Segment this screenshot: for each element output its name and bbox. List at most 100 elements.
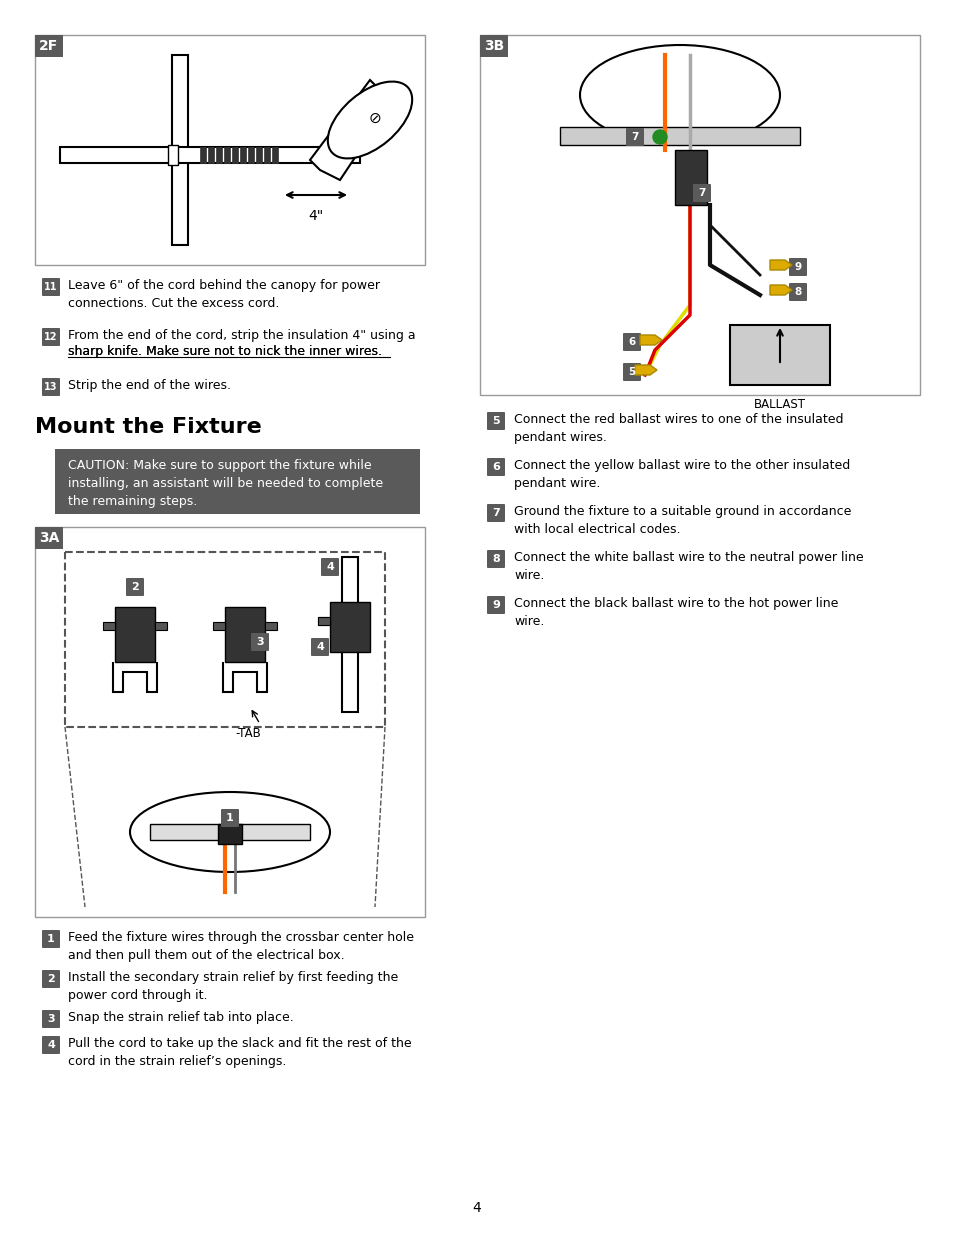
Text: 3A: 3A [39,531,59,545]
Text: -TAB: -TAB [234,727,260,740]
Text: 9: 9 [794,262,801,272]
Bar [224,147,230,163]
Polygon shape [310,80,399,180]
Text: Feed the fixture wires through the crossbar center hole
and then pull them out o: Feed the fixture wires through the cross… [68,931,414,962]
Bar [255,147,262,163]
Text: Connect the white ballast wire to the neutral power line
wire.: Connect the white ballast wire to the ne… [514,551,862,582]
FancyBboxPatch shape [692,184,710,203]
Polygon shape [639,335,661,345]
Text: Ground the fixture to a suitable ground in accordance
with local electrical code: Ground the fixture to a suitable ground … [514,505,850,536]
Text: 5: 5 [492,416,499,426]
Text: Snap the strain relief tab into place.: Snap the strain relief tab into place. [68,1011,294,1024]
Bar [65,552,385,727]
Bar [248,147,253,163]
Bar [168,144,178,165]
Bar [172,56,188,245]
Text: Connect the red ballast wires to one of the insulated
pendant wires.: Connect the red ballast wires to one of … [514,412,842,445]
FancyBboxPatch shape [42,1036,60,1053]
Text: From the end of the cord, strip the insulation 4" using a: From the end of the cord, strip the insu… [68,329,416,342]
Bar [559,127,800,144]
Bar [240,147,246,163]
Bar [479,35,507,57]
Text: 4": 4" [308,209,323,224]
FancyBboxPatch shape [486,550,504,568]
Bar [35,35,424,266]
Polygon shape [635,366,657,375]
Text: 11: 11 [44,282,58,291]
FancyBboxPatch shape [311,638,329,656]
Text: Install the secondary strain relief by first feeding the
power cord through it.: Install the secondary strain relief by f… [68,971,397,1002]
Bar [330,601,370,652]
Text: 3: 3 [47,1014,54,1024]
FancyBboxPatch shape [42,278,60,296]
FancyBboxPatch shape [486,412,504,430]
FancyBboxPatch shape [126,578,144,597]
Bar [232,147,237,163]
Bar [675,149,706,205]
Text: 1: 1 [226,813,233,823]
Bar [60,147,359,163]
Text: CAUTION: Make sure to support the fixture while
installing, an assistant will be: CAUTION: Make sure to support the fixtur… [68,459,383,508]
Text: 4: 4 [472,1200,481,1215]
Text: Mount the Fixture: Mount the Fixture [35,417,261,437]
Text: 4: 4 [47,1040,55,1050]
Text: 7: 7 [492,508,499,517]
Text: 3B: 3B [483,40,503,53]
Bar [265,622,276,630]
Text: 8: 8 [794,287,801,296]
FancyBboxPatch shape [42,969,60,988]
FancyBboxPatch shape [486,504,504,522]
Bar [150,824,310,840]
Polygon shape [769,285,791,295]
Text: 12: 12 [44,332,58,342]
Text: sharp knife. Make sure not to nick the inner wires.: sharp knife. Make sure not to nick the i… [68,345,381,358]
Bar [264,147,270,163]
Text: 8: 8 [492,555,499,564]
Text: ⊘: ⊘ [368,110,381,126]
FancyBboxPatch shape [42,1010,60,1028]
Bar [208,147,213,163]
Text: 1: 1 [47,934,55,944]
Bar [218,824,242,844]
FancyBboxPatch shape [622,363,640,382]
FancyBboxPatch shape [42,378,60,396]
Text: 3: 3 [256,637,264,647]
Text: 7: 7 [631,132,638,142]
Text: 7: 7 [698,188,705,198]
Text: 2: 2 [131,582,139,592]
Bar [341,557,357,713]
Bar [55,450,419,514]
Bar [317,618,330,625]
Text: 6: 6 [492,462,499,472]
FancyBboxPatch shape [42,329,60,346]
Bar [213,622,225,630]
Text: 9: 9 [492,600,499,610]
FancyBboxPatch shape [320,558,338,576]
FancyBboxPatch shape [788,258,806,275]
Text: BALLAST: BALLAST [753,398,805,411]
Polygon shape [769,261,791,270]
Bar [729,325,829,385]
Bar [479,35,919,395]
Text: 6: 6 [628,337,635,347]
Text: Connect the yellow ballast wire to the other insulated
pendant wire.: Connect the yellow ballast wire to the o… [514,459,849,490]
Bar [35,527,63,550]
FancyBboxPatch shape [221,809,239,827]
FancyBboxPatch shape [625,128,643,146]
Bar [154,622,167,630]
Text: 2F: 2F [39,40,58,53]
Text: 2: 2 [47,974,55,984]
FancyBboxPatch shape [622,333,640,351]
Text: 13: 13 [44,382,58,391]
Ellipse shape [328,82,412,158]
Bar [272,147,277,163]
Circle shape [652,130,666,144]
Text: Strip the end of the wires.: Strip the end of the wires. [68,379,231,391]
FancyBboxPatch shape [486,458,504,475]
Text: 5: 5 [628,367,635,377]
Text: Leave 6" of the cord behind the canopy for power
connections. Cut the excess cor: Leave 6" of the cord behind the canopy f… [68,279,379,310]
FancyBboxPatch shape [251,634,269,651]
Bar [215,147,222,163]
Bar [200,147,206,163]
FancyBboxPatch shape [486,597,504,614]
